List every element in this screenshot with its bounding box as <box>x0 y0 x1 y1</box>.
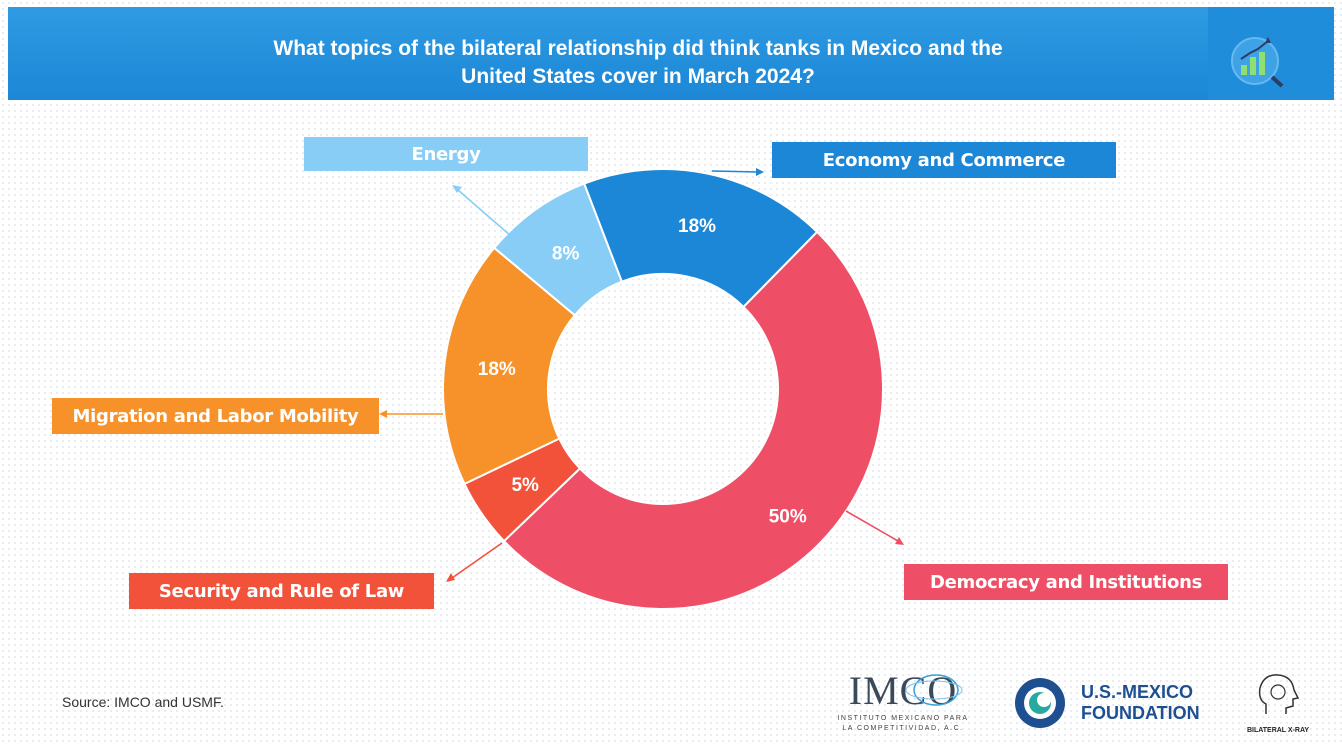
category-label-democracy: Democracy and Institutions <box>904 564 1228 600</box>
category-label-migration: Migration and Labor Mobility <box>52 398 379 434</box>
slice-value-security-and-rule-of-law: 5% <box>511 475 539 496</box>
bar-chart-magnifier-icon <box>1231 37 1284 88</box>
chart-title-line-1: What topics of the bilateral relationshi… <box>273 37 1003 60</box>
arrowhead-security <box>446 573 455 582</box>
leader-line-democracy <box>845 510 899 542</box>
header-icon-box <box>1208 7 1334 100</box>
donut-slice-economy-and-commerce <box>582 168 819 309</box>
usmf-line-1: U.S.-MEXICO <box>1081 682 1194 702</box>
leader-line-security <box>451 542 503 579</box>
imco-logo: IMCO INSTITUTO MEXICANO PARA LA COMPETIT… <box>828 668 978 740</box>
xray-head-icon <box>1258 674 1300 714</box>
category-label-energy: Energy <box>304 137 588 171</box>
usmf-line-2: FOUNDATION <box>1081 703 1200 723</box>
slice-value-economy-and-commerce: 18% <box>678 216 716 237</box>
slice-value-democracy-and-institutions: 50% <box>769 506 807 527</box>
arrowhead-migration <box>379 410 387 418</box>
arrowhead-democracy <box>895 537 904 545</box>
chart-title: What topics of the bilateral relationshi… <box>168 35 1108 91</box>
usmf-logo: U.S.-MEXICO FOUNDATION <box>1013 676 1213 732</box>
chart-title-line-2: United States cover in March 2024? <box>461 65 815 88</box>
imco-swirl-icon <box>905 674 963 706</box>
leader-line-economy <box>711 170 759 173</box>
xray-label: BILATERAL X-RAY <box>1246 727 1310 734</box>
imco-subtitle-1: INSTITUTO MEXICANO PARA <box>837 715 969 722</box>
header-banner: What topics of the bilateral relationshi… <box>8 7 1334 100</box>
arrowhead-energy <box>452 185 462 193</box>
arrowhead-economy <box>756 168 764 176</box>
category-label-security: Security and Rule of Law <box>129 573 434 609</box>
slice-value-energy: 8% <box>552 244 580 265</box>
donut-slice-democracy-and-institutions <box>502 230 884 610</box>
usmf-emblem-icon <box>1015 678 1065 728</box>
source-note: Source: IMCO and USMF. <box>62 694 224 710</box>
leader-line-energy <box>457 189 512 237</box>
bilateral-xray-logo: BILATERAL X-RAY <box>1238 668 1318 738</box>
category-label-economy: Economy and Commerce <box>772 142 1116 178</box>
donut-slice-energy <box>492 182 624 317</box>
donut-slice-migration-and-labor-mobility <box>442 246 577 486</box>
imco-subtitle-2: LA COMPETITIVIDAD, A.C. <box>842 725 964 732</box>
slice-value-migration-and-labor-mobility: 18% <box>478 359 516 380</box>
